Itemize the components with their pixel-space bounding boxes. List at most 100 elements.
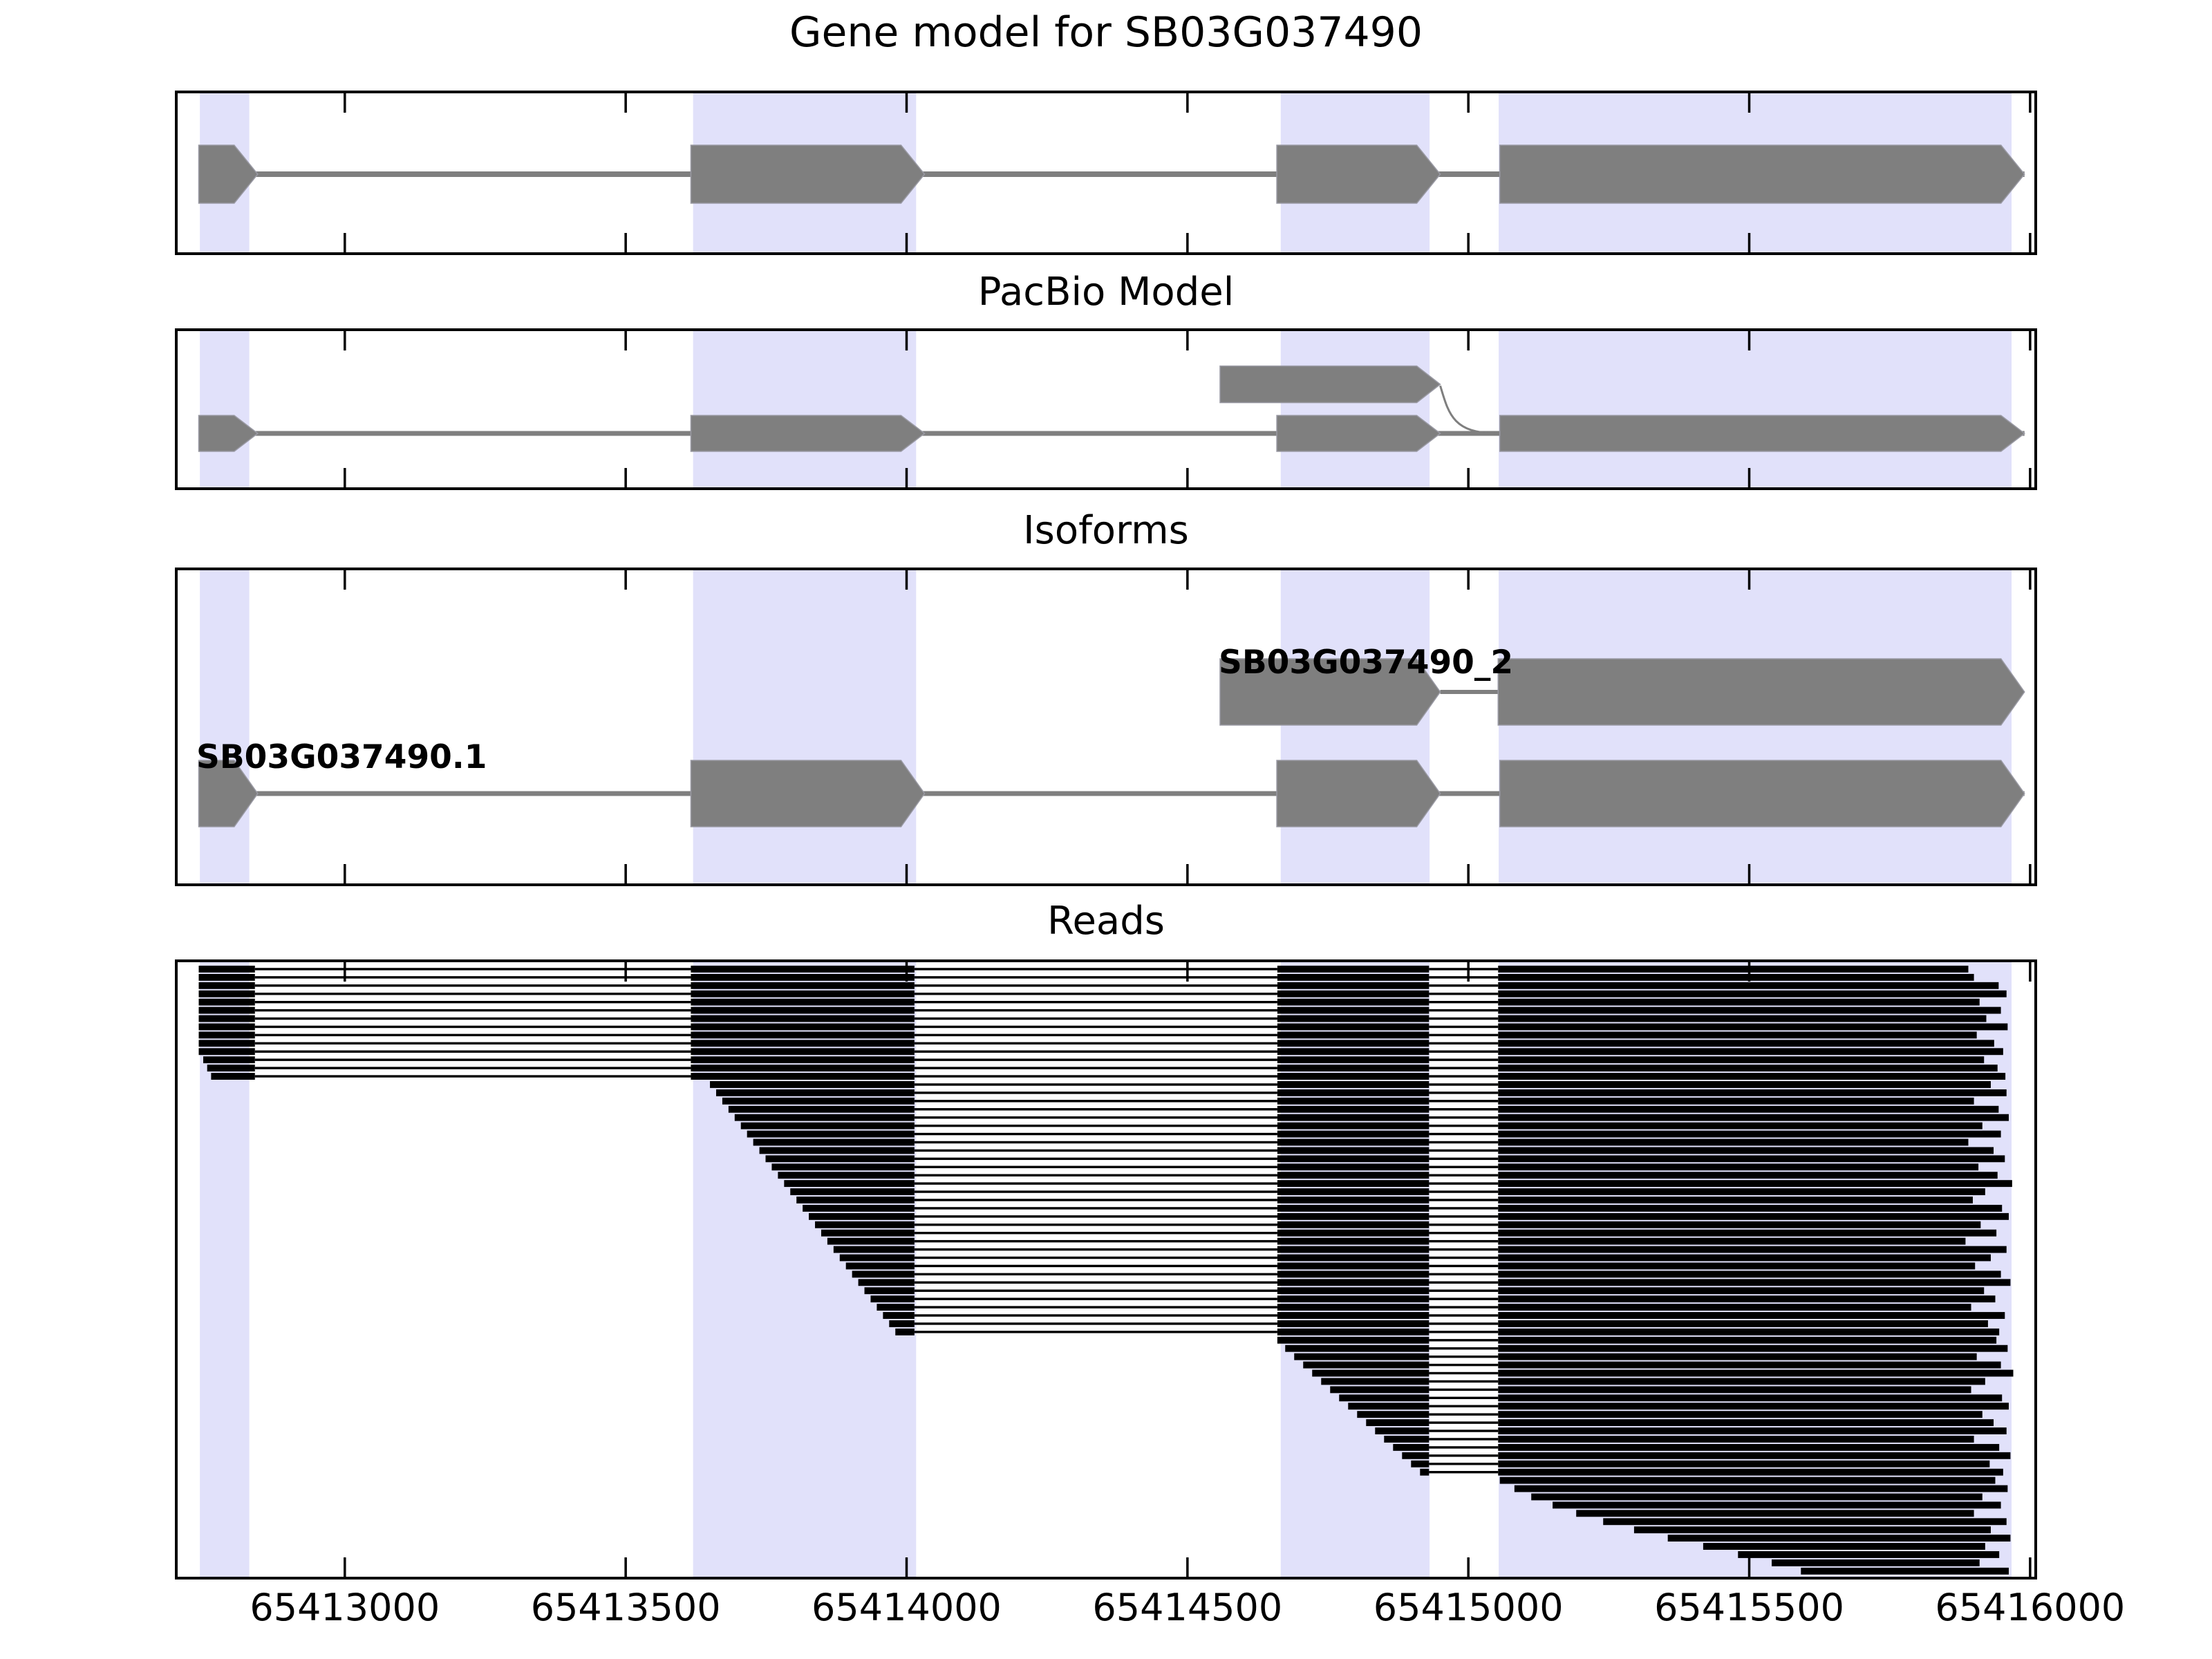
exon-highlight-band [200,569,250,885]
read-exon-segment [1277,1204,1430,1212]
x-tick-label: 65413000 [250,1586,440,1629]
gene-model-exon [1276,144,1441,204]
pacbio-alt-exon [1219,365,1441,404]
read-exon-segment [715,1089,915,1096]
read-intron-line [914,1042,1277,1045]
read-exon-segment [1277,1031,1430,1039]
read-intron-line [914,1017,1277,1020]
read-exon-segment [1498,1386,1971,1394]
read-exon-segment [827,1237,915,1245]
read-intron-line [1429,1207,1499,1210]
read-exon-segment [1277,1023,1430,1031]
read-intron-line [1429,1132,1499,1136]
read-exon-segment [1277,1130,1430,1138]
exon-highlight-band [200,330,250,489]
read-exon-segment [1277,1279,1430,1286]
read-intron-line [914,1232,1277,1235]
read-intron-line [914,1067,1277,1069]
read-exon-segment [1498,1056,1985,1064]
read-exon-segment [1498,1138,1969,1146]
read-exon-segment [1384,1436,1430,1443]
read-exon-segment [198,1040,255,1047]
pacbio-model-intron-line [198,431,2025,436]
read-exon-segment [1498,1443,2000,1451]
read-exon-segment [691,1040,915,1047]
read-intron-line [1429,1199,1499,1201]
read-intron-line [254,1067,691,1069]
read-intron-line [914,1207,1277,1210]
read-intron-line [1429,1289,1499,1292]
read-exon-segment [1498,1411,1983,1418]
read-exon-segment [747,1130,915,1138]
read-exon-segment [1277,1336,1430,1344]
read-exon-segment [1801,1567,2009,1575]
read-exon-segment [198,966,255,973]
x-tick-label: 65415000 [1373,1586,1564,1629]
read-exon-segment [1498,1221,1981,1228]
read-exon-segment [1348,1403,1430,1410]
isoform-1-exon [198,760,259,827]
read-exon-segment [1303,1361,1430,1369]
read-exon-segment [1277,1097,1430,1105]
read-exon-segment [691,1073,915,1080]
read-exon-segment [1321,1378,1430,1385]
read-exon-segment [833,1246,915,1253]
read-exon-segment [1498,1163,1979,1171]
read-intron-line [914,1000,1277,1004]
isoform-1-exon [1499,760,2025,827]
read-intron-line [254,1000,691,1004]
read-intron-line [914,984,1277,987]
read-exon-segment [691,966,915,973]
read-intron-line [1429,1256,1499,1259]
read-intron-line [1429,984,1499,987]
read-intron-line [914,1182,1277,1185]
read-exon-segment [1498,1015,1987,1022]
read-intron-line [1429,1050,1499,1053]
read-intron-line [1429,1264,1499,1268]
read-intron-line [1429,1025,1499,1029]
read-exon-segment [1498,1172,1998,1179]
read-intron-line [1429,1058,1499,1061]
read-exon-segment [790,1188,915,1196]
read-intron-line [1429,1314,1499,1317]
x-tick-label: 65416000 [1935,1586,2126,1629]
x-tick-label: 65413500 [530,1586,721,1629]
exon-highlight-band [1280,330,1430,489]
read-intron-line [914,1165,1277,1168]
read-exon-segment [1277,1006,1430,1014]
read-exon-segment [198,982,255,989]
read-intron-line [254,976,691,979]
pacbio-splice-curve [1439,385,1497,435]
read-exon-segment [1277,1056,1430,1064]
read-intron-line [1429,1017,1499,1020]
read-exon-segment [1498,1344,2008,1352]
read-intron-line [914,993,1277,995]
read-intron-line [1429,1248,1499,1251]
read-intron-line [914,1199,1277,1201]
exon-highlight-band [693,330,917,489]
read-exon-segment [1277,1040,1430,1047]
panel-title-reads: Reads [1047,899,1165,944]
read-intron-line [914,1248,1277,1251]
exon-highlight-band [693,569,917,885]
exon-highlight-band [1280,569,1430,885]
read-exon-segment [1498,1419,1994,1427]
read-exon-segment [1277,998,1430,1006]
read-exon-segment [1498,1427,2007,1434]
read-exon-segment [198,1048,255,1056]
read-exon-segment [753,1138,915,1146]
pacbio-model-exon [1276,415,1441,452]
exon-highlight-band [200,961,250,1578]
read-intron-line [1429,1000,1499,1004]
read-exon-segment [1277,1180,1430,1188]
read-intron-line [1429,1224,1499,1226]
read-intron-line [1429,1371,1499,1375]
read-exon-segment [1498,1040,1994,1047]
read-exon-segment [1277,1221,1430,1228]
read-intron-line [1429,1091,1499,1094]
read-exon-segment [1312,1369,1430,1377]
read-intron-line [254,1042,691,1045]
read-exon-segment [771,1163,915,1171]
read-intron-line [1429,1042,1499,1045]
